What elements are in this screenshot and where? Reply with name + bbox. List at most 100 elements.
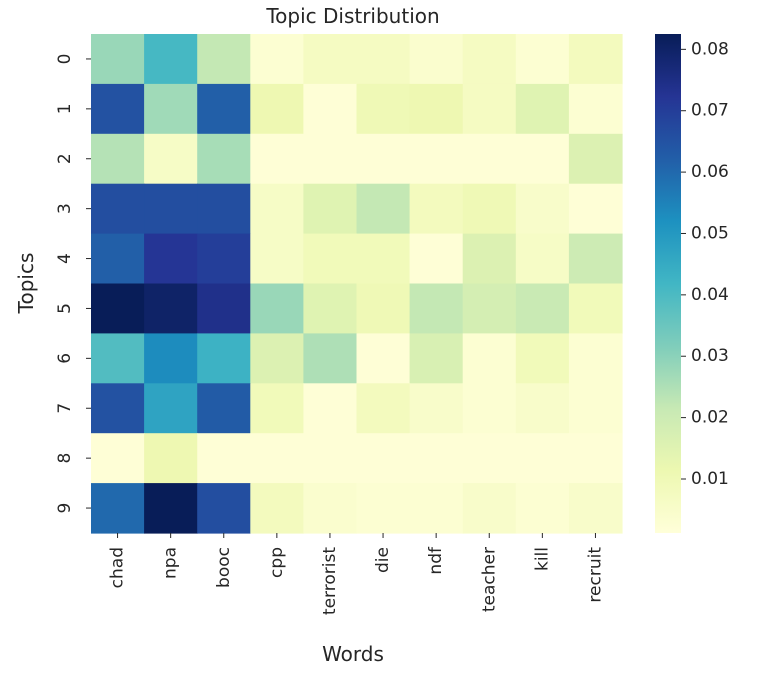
- heatmap-cell: [197, 383, 251, 434]
- y-tick-label: 1: [55, 103, 75, 114]
- heatmap-cell: [303, 383, 358, 434]
- heatmap-cell: [197, 333, 251, 384]
- heatmap-cell: [568, 483, 623, 534]
- heatmap-cell: [144, 83, 198, 135]
- heatmap-cell: [303, 283, 358, 334]
- heatmap-cell: [144, 34, 198, 85]
- heatmap-cells: [91, 34, 623, 534]
- y-axis-label: Topics: [14, 253, 38, 315]
- colorbar-tick-label: 0.05: [691, 223, 729, 243]
- heatmap-cell: [250, 34, 304, 85]
- heatmap-cell: [356, 433, 411, 484]
- heatmap-cell: [356, 283, 411, 334]
- heatmap-cell: [515, 483, 570, 534]
- heatmap-cell: [409, 383, 464, 434]
- y-tick-label: 3: [55, 203, 75, 214]
- heatmap-cell: [303, 133, 358, 185]
- colorbar-tick-label: 0.06: [691, 162, 729, 182]
- heatmap-cell: [303, 333, 358, 384]
- heatmap-cell: [144, 283, 198, 334]
- heatmap-cell: [250, 383, 304, 434]
- heatmap-cell: [144, 133, 198, 185]
- heatmap-cell: [515, 283, 570, 334]
- heatmap-cell: [144, 383, 198, 434]
- heatmap-cell: [197, 34, 251, 85]
- x-tick-labels: chad npa booc cpp terrorist die ndf teacher kill…: [108, 533, 605, 615]
- heatmap-cell: [568, 283, 623, 334]
- heatmap-cell: [568, 433, 623, 484]
- x-tick-label: recruit: [585, 547, 605, 603]
- x-tick-label: npa: [161, 547, 181, 579]
- heatmap-cell: [91, 233, 145, 285]
- heatmap-cell: [515, 83, 570, 135]
- heatmap-cell: [144, 483, 198, 534]
- heatmap-cell: [462, 83, 517, 135]
- heatmap-cell: [462, 333, 517, 384]
- heatmap-cell: [515, 133, 570, 185]
- heatmap-cell: [409, 183, 464, 235]
- heatmap-cell: [515, 34, 570, 85]
- heatmap-cell: [568, 383, 623, 434]
- y-tick-label: 0: [55, 54, 75, 65]
- heatmap-cell: [568, 183, 623, 235]
- colorbar-tick-label: 0.04: [691, 285, 729, 305]
- heatmap-cell: [144, 433, 198, 484]
- x-tick-label: chad: [108, 547, 128, 588]
- heatmap-cell: [197, 233, 251, 285]
- heatmap-cell: [250, 183, 304, 235]
- heatmap-cell: [91, 383, 145, 434]
- heatmap-cell: [515, 233, 570, 285]
- heatmap-cell: [568, 133, 623, 185]
- heatmap-cell: [144, 183, 198, 235]
- colorbar-tick-label: 0.07: [691, 101, 729, 121]
- heatmap-cell: [409, 483, 464, 534]
- heatmap-cell: [91, 83, 145, 135]
- heatmap-cell: [250, 283, 304, 334]
- heatmap-cell: [356, 133, 411, 185]
- heatmap-cell: [409, 283, 464, 334]
- heatmap-cell: [303, 233, 358, 285]
- heatmap-cell: [250, 133, 304, 185]
- heatmap-cell: [250, 433, 304, 484]
- heatmap-cell: [409, 233, 464, 285]
- colorbar-tick-label: 0.01: [691, 469, 729, 489]
- heatmap-cell: [462, 183, 517, 235]
- heatmap-cell: [568, 233, 623, 285]
- heatmap-cell: [144, 333, 198, 384]
- heatmap-cell: [568, 34, 623, 85]
- heatmap-cell: [356, 233, 411, 285]
- heatmap-cell: [515, 433, 570, 484]
- heatmap-cell: [303, 483, 358, 534]
- heatmap-cell: [250, 333, 304, 384]
- chart-title: Topic Distribution: [265, 4, 439, 28]
- heatmap-cell: [462, 133, 517, 185]
- x-tick-label: terrorist: [320, 547, 340, 615]
- heatmap-cell: [91, 34, 145, 85]
- x-axis-label: Words: [322, 642, 384, 666]
- heatmap-cell: [91, 283, 145, 334]
- heatmap-cell: [515, 333, 570, 384]
- heatmap-cell: [197, 283, 251, 334]
- heatmap-cell: [409, 83, 464, 135]
- heatmap-cell: [356, 83, 411, 135]
- heatmap-cell: [409, 133, 464, 185]
- heatmap-cell: [303, 83, 358, 135]
- colorbar-ticks: 0.01 0.02 0.03 0.04 0.05 0.06 0.07 0.08: [681, 39, 729, 489]
- heatmap-cell: [462, 34, 517, 85]
- heatmap-cell: [250, 483, 304, 534]
- heatmap-cell: [144, 233, 198, 285]
- x-tick-label: ndf: [426, 546, 446, 575]
- heatmap-cell: [409, 433, 464, 484]
- x-tick-label: die: [373, 547, 393, 573]
- heatmap-cell: [356, 34, 411, 85]
- heatmap-cell: [197, 433, 251, 484]
- heatmap-cell: [356, 183, 411, 235]
- heatmap-cell: [462, 283, 517, 334]
- y-tick-labels: 0 1 2 3 4 5 6 7 8 9: [55, 54, 91, 513]
- y-tick-label: 8: [55, 453, 75, 464]
- heatmap-cell: [303, 34, 358, 85]
- x-tick-label: cpp: [267, 547, 287, 578]
- heatmap-cell: [356, 483, 411, 534]
